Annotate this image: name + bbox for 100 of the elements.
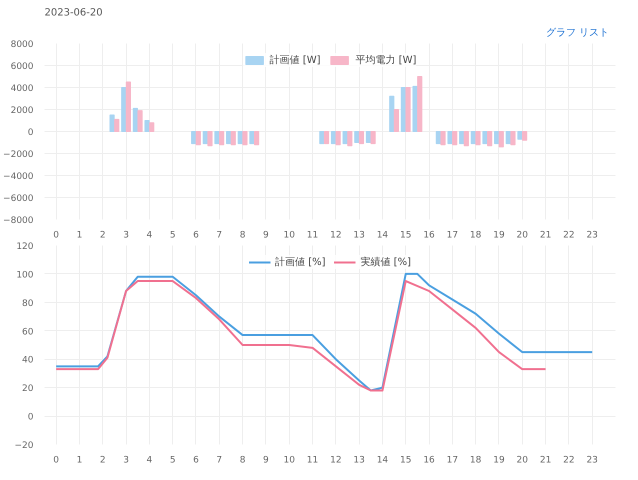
x-tick-label: 21 xyxy=(540,230,552,240)
x-tick-label: 8 xyxy=(240,456,246,466)
y-tick-label: 40 xyxy=(22,356,34,366)
x-tick-label: 17 xyxy=(446,230,458,240)
x-tick-label: 12 xyxy=(330,456,342,466)
x-tick-label: 19 xyxy=(493,456,505,466)
x-tick-label: 5 xyxy=(170,230,176,240)
x-tick-label: 0 xyxy=(53,456,60,466)
bar xyxy=(254,131,260,146)
x-tick-label: 6 xyxy=(193,230,200,240)
x-tick-label: 17 xyxy=(446,456,458,466)
bar xyxy=(242,131,248,146)
y-tick-label: −6000 xyxy=(3,194,34,204)
y-tick-label: 20 xyxy=(22,384,34,394)
x-tick-label: 19 xyxy=(493,230,505,240)
bar xyxy=(370,131,376,144)
bar xyxy=(336,131,341,146)
x-tick-label: 10 xyxy=(283,230,296,240)
bar xyxy=(144,120,150,132)
x-tick-label: 7 xyxy=(216,456,222,466)
bar xyxy=(354,131,360,143)
bar xyxy=(498,131,504,148)
x-tick-label: 12 xyxy=(330,230,342,240)
bar xyxy=(440,131,446,146)
bar xyxy=(230,131,236,146)
text: グラフ リスト xyxy=(546,28,610,38)
x-tick-label: 21 xyxy=(540,456,552,466)
bar xyxy=(121,87,126,132)
bar xyxy=(207,131,213,146)
chart-title: 2023-06-20 xyxy=(44,8,103,18)
bar xyxy=(464,131,469,146)
x-tick-label: 15 xyxy=(400,456,412,466)
bar xyxy=(358,131,364,144)
x-tick-label: 16 xyxy=(423,456,436,466)
y-tick-label: 6000 xyxy=(10,62,34,72)
x-tick-label: 8 xyxy=(240,230,246,240)
y-tick-label: 100 xyxy=(16,270,34,280)
x-tick-label: 11 xyxy=(306,456,318,466)
y-tick-label: −2000 xyxy=(3,150,34,160)
legend-label: 平均電力 [W] xyxy=(356,54,416,67)
x-tick-label: 18 xyxy=(470,230,482,240)
x-tick-label: 11 xyxy=(306,230,318,240)
bar xyxy=(347,131,352,146)
x-tick-label: 9 xyxy=(263,456,270,466)
bar xyxy=(452,131,458,146)
bar xyxy=(219,131,224,146)
bar xyxy=(202,131,208,144)
x-tick-label: 23 xyxy=(586,456,598,466)
bar xyxy=(389,96,394,132)
bar xyxy=(324,131,330,144)
x-tick-label: 20 xyxy=(516,456,528,466)
y-tick-label: −8000 xyxy=(3,216,34,226)
x-tick-label: 3 xyxy=(123,230,129,240)
x-tick-label: 23 xyxy=(586,230,598,240)
bar xyxy=(137,110,143,132)
y-tick-label: 0 xyxy=(28,412,34,423)
x-tick-label: 1 xyxy=(76,230,82,240)
bar xyxy=(196,131,201,146)
bar xyxy=(470,131,476,144)
bar xyxy=(109,114,115,132)
x-tick-label: 16 xyxy=(423,230,436,240)
x-tick-label: 10 xyxy=(283,456,296,466)
bar xyxy=(405,87,411,132)
x-tick-label: 22 xyxy=(563,456,575,466)
x-tick-label: 14 xyxy=(376,230,388,240)
y-tick-label: 80 xyxy=(22,298,34,309)
bar xyxy=(487,131,492,146)
y-tick-label: 120 xyxy=(16,242,34,252)
x-tick-label: 15 xyxy=(400,230,412,240)
bar xyxy=(475,131,481,146)
bar xyxy=(319,131,324,144)
y-tick-label: 8000 xyxy=(10,40,34,50)
x-tick-label: 5 xyxy=(170,456,176,466)
x-tick-label: 0 xyxy=(53,230,60,240)
y-tick-label: −4000 xyxy=(3,172,34,182)
x-tick-label: 4 xyxy=(146,230,153,240)
bar xyxy=(394,109,400,132)
legend-label: 計画値 [W] xyxy=(270,54,320,67)
y-tick-label: 0 xyxy=(28,128,34,138)
x-tick-label: 7 xyxy=(216,230,222,240)
x-tick-label: 13 xyxy=(353,456,365,466)
bar xyxy=(114,118,120,132)
legend-label: 計画値 [%] xyxy=(275,256,326,269)
x-tick-label: 6 xyxy=(193,456,200,466)
x-tick-label: 4 xyxy=(146,456,153,466)
y-tick-label: 4000 xyxy=(10,84,34,94)
bar xyxy=(238,131,243,144)
bar xyxy=(510,131,516,146)
x-tick-label: 20 xyxy=(516,230,528,240)
bar xyxy=(417,76,422,132)
x-tick-label: 18 xyxy=(470,456,482,466)
y-tick-label: 2000 xyxy=(10,106,34,116)
x-tick-label: 2 xyxy=(100,456,106,466)
x-tick-label: 22 xyxy=(563,230,575,240)
y-tick-label: 60 xyxy=(22,327,34,338)
x-tick-label: 2 xyxy=(100,230,106,240)
y-tick-label: −20 xyxy=(14,441,34,451)
bar xyxy=(522,131,528,141)
bar xyxy=(126,82,131,132)
x-tick-label: 13 xyxy=(353,230,365,240)
